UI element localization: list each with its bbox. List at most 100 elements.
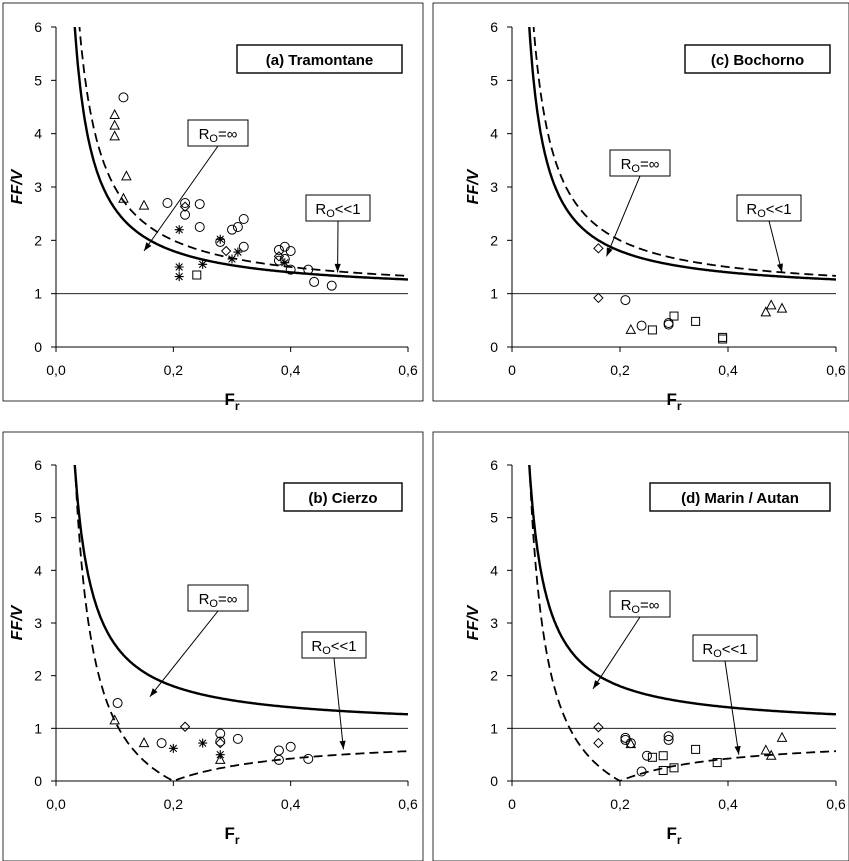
annotation-arrowhead [144,242,152,251]
x-axis-label: Fr [666,390,681,413]
x-tick-label: 0,2 [610,796,630,812]
x-tick-label: 0,6 [826,362,846,378]
data-point-circle [162,198,173,208]
panel-title: (a) Tramontane [266,52,374,69]
data-point-triangle [109,108,120,119]
data-point-circle [156,738,167,749]
data-point-circle [273,745,284,756]
x-tick-label: 0,6 [398,796,418,812]
x-tick-label: 0,0 [46,362,66,378]
data-point-circle [180,209,191,220]
x-axis-label-sub: r [677,833,682,847]
y-tick-label: 6 [34,19,42,35]
data-point-circle [303,753,314,764]
x-tick-label: 0,6 [398,362,418,378]
annotation-arrowhead [334,263,341,273]
y-tick-label: 4 [34,562,42,578]
data-point-diamond [593,737,604,749]
curve-ro-infinite [73,465,408,716]
data-point-square [647,325,657,335]
y-tick-label: 0 [34,339,42,355]
annotation-sub: O [631,604,640,616]
data-point-circle [620,732,631,743]
x-tick-label: 0,0 [46,796,66,812]
y-tick-label: 3 [34,179,42,195]
y-tick-label: 0 [490,339,498,355]
panel-frame [432,2,849,402]
annotation-box [187,119,249,147]
data-point-circle [273,754,284,765]
x-tick-label: 0 [508,362,516,378]
data-point-circle [636,766,647,777]
y-tick-label: 4 [490,126,498,142]
y-tick-label: 3 [490,615,498,631]
data-point-square [658,765,668,775]
annotation-sub: O [322,645,331,657]
annotation-box [692,634,758,662]
annotation-sub: O [757,208,766,220]
annotation-label: RO<<1 [746,201,791,220]
y-tick-label: 6 [490,19,498,35]
y-tick-label: 1 [490,720,498,736]
data-point-star [174,225,184,235]
data-point-star [215,234,225,244]
y-tick-label: 1 [34,720,42,736]
data-point-triangle [109,130,120,141]
panel-1: 0 1 2 3 4 5 6 0,0 0,2 0,4 0,6 FF/V Fr (a) Tramontane R… [2,2,424,413]
annotation-rest: =∞ [218,126,238,143]
annotation-rest: <<1 [722,641,748,658]
panel-title: (d) Marin / Autan [681,490,799,507]
panel-frame [432,431,849,861]
data-point-star [168,743,178,753]
data-point-star [198,259,208,269]
data-point-square [691,744,701,754]
data-point-circle [663,731,674,742]
data-point-diamond [179,201,191,212]
annotation-rest: =∞ [218,591,238,608]
data-point-star [198,738,208,748]
data-point-circle [232,733,243,744]
data-point-star [215,750,225,760]
data-point-triangle [760,306,772,317]
annotation-arrowhead [593,680,601,689]
x-axis-label: Fr [224,824,239,847]
annotation-sub: O [326,208,335,220]
annotation-arrow [724,660,740,755]
panel-frame [2,431,424,861]
x-tick-label: 0,4 [718,362,738,378]
panel-title-box [649,482,831,512]
data-point-circle [180,198,191,208]
annotation-arrow [606,175,641,257]
data-point-circle [285,246,296,256]
curve-ro-infinite [528,27,836,281]
annotation-arrow [143,145,219,252]
data-point-triangle [109,119,120,130]
y-tick-label: 0 [490,773,498,789]
annotation-main: R [702,641,713,658]
annotation-main: R [746,201,757,218]
annotation-label: RO=∞ [621,156,660,175]
data-point-circle [238,241,249,252]
panel-title: (c) Bochorno [711,52,804,69]
curve-ro-small [528,465,836,781]
data-point-circle [285,741,296,752]
annotation-sub: O [209,133,218,145]
annotation-label: RO=∞ [199,591,238,610]
data-point-triangle [776,302,788,313]
y-tick-label: 1 [34,286,42,302]
data-point-circle [326,280,337,291]
annotation-sub: O [713,648,722,660]
panel-frame [2,2,424,402]
x-tick-label: 0,2 [610,362,630,378]
data-point-triangle [109,714,120,725]
panel-title-box [283,482,403,512]
y-tick-label: 2 [490,668,498,684]
annotation-rest: =∞ [640,597,660,614]
data-point-circle [642,750,652,761]
x-axis-label-sub: r [235,399,240,413]
y-tick-label: 0 [34,773,42,789]
x-tick-label: 0 [508,796,516,812]
curve-ro-infinite [528,465,836,716]
